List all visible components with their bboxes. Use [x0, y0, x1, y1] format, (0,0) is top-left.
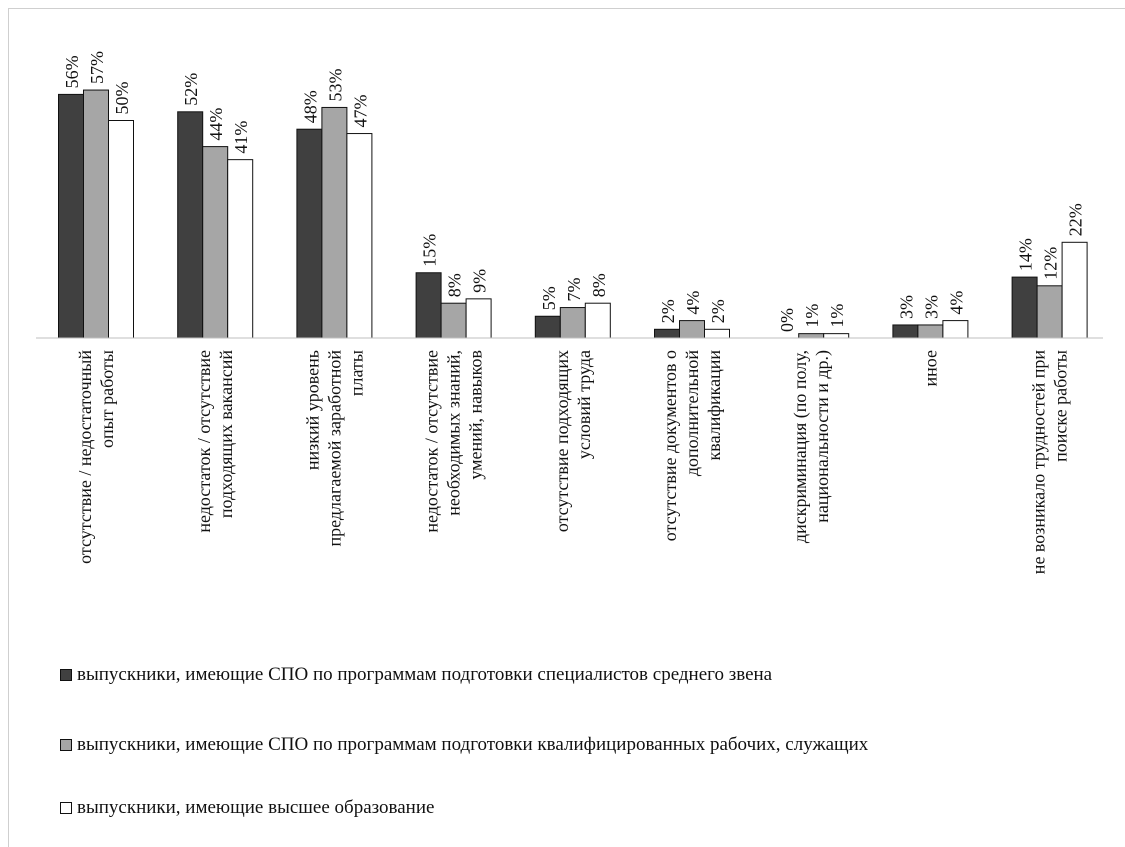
value-label-1-series-1: 56% [62, 55, 82, 88]
value-label-2-series-3: 41% [231, 121, 251, 154]
category-label-6-line-3: квалификации [704, 350, 724, 461]
category-label-7-line-2: национальности и др.) [812, 350, 833, 523]
value-label-4-series-1: 15% [420, 234, 440, 267]
legend-label-series-2: выпускники, имеющие СПО по программам по… [77, 734, 869, 755]
category-label-7-line-1: дискриминация (по полу, [790, 350, 811, 543]
bar-5-series-2 [559, 307, 586, 339]
category-label-5: отсутствие подходящих условий труда [552, 350, 594, 532]
bar-4-series-2 [440, 302, 467, 339]
bar-1-series-3 [108, 120, 134, 339]
category-label-3-line-2: предлагаемой заработной [324, 350, 344, 547]
bar-6-series-2 [679, 320, 705, 339]
bar-9-series-2 [1036, 285, 1063, 339]
category-label-2: недостаток / отсутствие подходящих ваканс… [194, 350, 236, 533]
chart-frame [8, 8, 1125, 847]
bar-2-series-2 [202, 146, 229, 339]
category-label-9: не возникало трудностей при поиске работы [1029, 350, 1071, 575]
value-label-8-series-2: 3% [921, 295, 941, 319]
value-label-9-series-2: 12% [1041, 247, 1061, 280]
bar-5-series-3 [584, 302, 611, 339]
value-label-1-series-2: 57% [87, 51, 107, 84]
category-label-8: иное [920, 350, 940, 386]
bar-8-series-3 [942, 320, 969, 339]
bar-2-series-1 [177, 111, 204, 339]
legend-item-series-3: выпускники, имеющие высшее образование [60, 797, 434, 819]
value-label-8-series-3: 4% [946, 291, 966, 315]
value-label-7-series-3: 1% [827, 304, 847, 328]
category-label-6: отсутствие документов о дополнительной ква… [660, 350, 724, 542]
value-label-4-series-2: 8% [445, 273, 465, 297]
category-label-1-line-1: отсутствие / недостаточный [75, 350, 95, 564]
value-label-5-series-3: 8% [589, 273, 609, 297]
value-label-5-series-1: 5% [539, 286, 559, 310]
category-label-4: недостаток / отсутствие необходимых знани… [422, 350, 486, 533]
legend-swatch-series-3 [60, 802, 72, 814]
value-label-6-series-2: 4% [683, 291, 703, 315]
value-label-8-series-1: 3% [896, 295, 916, 319]
category-label-5-line-2: условий труда [574, 350, 594, 459]
bar-3-series-1 [296, 128, 323, 339]
legend-item-series-2: выпускники, имеющие СПО по программам по… [60, 734, 868, 756]
value-label-2-series-1: 52% [181, 73, 201, 106]
value-label-9-series-3: 22% [1066, 203, 1086, 236]
value-label-3-series-1: 48% [300, 90, 320, 123]
category-label-5-line-1: отсутствие подходящих [552, 350, 572, 532]
category-label-3-line-1: низкий уровень [302, 350, 322, 470]
category-label-9-line-1: не возникало трудностей при [1029, 350, 1049, 575]
bar-5-series-1 [534, 315, 561, 339]
category-label-4-line-1: недостаток / отсутствие [422, 350, 442, 533]
category-label-1-line-2: опыт работы [97, 350, 117, 448]
category-label-7: дискриминация (по полу, национальности и … [790, 350, 833, 543]
bar-3-series-3 [346, 133, 373, 339]
bar-2-series-3 [227, 159, 254, 339]
bar-3-series-2 [321, 106, 348, 339]
bar-1-series-2 [83, 89, 109, 339]
bars-group [58, 89, 1088, 339]
category-label-9-line-2: поиске работы [1051, 350, 1071, 462]
category-label-6-line-1: отсутствие документов о [660, 350, 680, 541]
legend-item-series-1: выпускники, имеющие СПО по программам по… [60, 664, 772, 686]
value-label-3-series-2: 53% [325, 68, 345, 101]
value-label-7-series-2: 1% [802, 304, 822, 328]
category-label-3: низкий уровень предлагаемой заработной пла… [302, 350, 366, 547]
category-label-2-line-1: недостаток / отсутствие [194, 350, 214, 533]
category-label-3-line-3: платы [346, 350, 366, 396]
bar-1-series-1 [58, 93, 84, 339]
bar-6-series-1 [654, 328, 680, 339]
category-label-4-line-3: умений, навыков [466, 350, 486, 480]
category-label-2-line-2: подходящих вакансий [216, 350, 236, 518]
bar-6-series-3 [704, 328, 730, 339]
category-label-6-line-2: дополнительной [682, 350, 702, 476]
value-labels-group: 56% 57%50% 52%44% 41%48%53%47%15%8% 9%5% 7% 8%… [62, 51, 1086, 332]
value-label-9-series-1: 14% [1016, 238, 1036, 271]
value-label-4-series-3: 9% [470, 269, 490, 293]
category-labels-group: отсутствие / недостаточный опыт работы нед… [75, 350, 1071, 575]
bar-9-series-3 [1061, 241, 1088, 339]
value-label-3-series-3: 47% [350, 95, 370, 128]
category-label-4-line-2: необходимых знаний, [444, 350, 464, 516]
bar-8-series-2 [917, 324, 944, 339]
legend-swatch-series-2 [60, 739, 72, 751]
value-label-7-series-1: 0% [777, 308, 797, 332]
value-label-1-series-3: 50% [112, 82, 132, 115]
bar-7-series-2 [798, 333, 825, 339]
value-label-6-series-3: 2% [708, 299, 728, 323]
value-label-6-series-1: 2% [658, 299, 678, 323]
bar-4-series-3 [465, 298, 492, 339]
bar-7-series-3 [823, 333, 850, 339]
legend-label-series-3: выпускники, имеющие высшее образование [77, 797, 435, 818]
legend-swatch-series-1 [60, 669, 72, 681]
bar-9-series-1 [1011, 276, 1038, 339]
legend-label-series-1: выпускники, имеющие СПО по программам по… [77, 664, 773, 685]
bar-4-series-1 [415, 272, 442, 339]
value-label-5-series-2: 7% [564, 278, 584, 302]
bar-8-series-1 [892, 324, 919, 339]
category-label-1: отсутствие / недостаточный опыт работы [75, 350, 117, 564]
category-label-8-line-1: иное [920, 350, 940, 386]
value-label-2-series-2: 44% [206, 108, 226, 141]
